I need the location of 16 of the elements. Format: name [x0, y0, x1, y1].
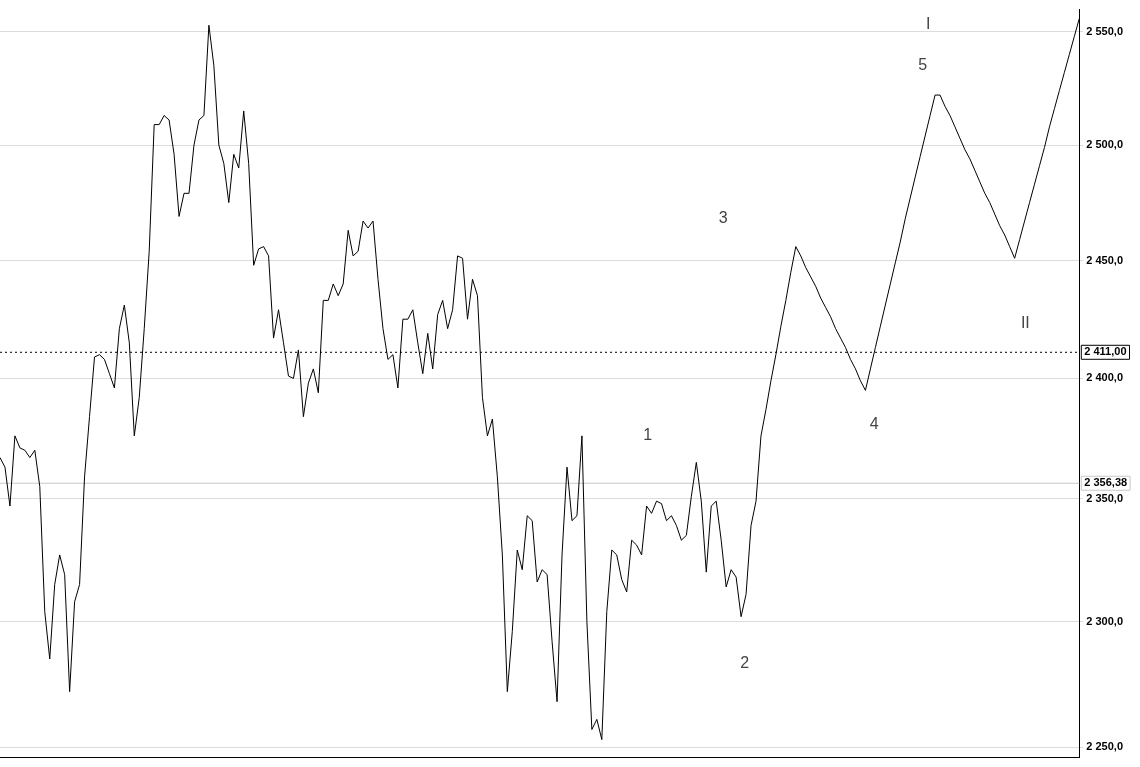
annotation: I	[925, 14, 931, 32]
y-tick-label: 2 300,0	[1086, 614, 1123, 627]
annotation: 3	[718, 209, 728, 227]
y-tick-label: 2 250,0	[1086, 740, 1123, 753]
y-tick-label: 2 450,0	[1086, 253, 1123, 266]
y-tick-label: 2 350,0	[1086, 491, 1123, 504]
y-tick-label: 2 500,0	[1086, 138, 1123, 151]
ref-line-label: 2 356,38	[1084, 476, 1128, 489]
y-tick-label: 2 550,0	[1086, 25, 1123, 37]
annotation: 1	[643, 426, 653, 444]
annotation: 4	[869, 415, 879, 433]
ref-line-label: 2 411,00	[1084, 345, 1127, 358]
y-tick-label: 2 400,0	[1086, 371, 1123, 384]
annotation: 5	[918, 56, 928, 74]
annotation: II	[1020, 314, 1030, 332]
annotation: 2	[740, 654, 750, 672]
